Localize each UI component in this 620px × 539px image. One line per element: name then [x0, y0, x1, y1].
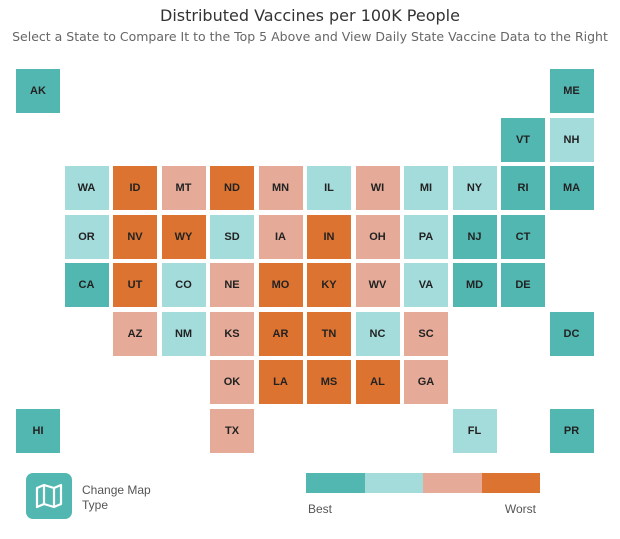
legend-color-bar — [306, 473, 540, 493]
state-tile-wy[interactable]: WY — [161, 214, 206, 259]
state-tile-md[interactable]: MD — [452, 263, 497, 307]
state-tile-ga[interactable]: GA — [404, 360, 448, 404]
state-tile-ri[interactable]: RI — [501, 166, 545, 210]
state-tile-pa[interactable]: PA — [404, 214, 448, 259]
color-legend: Best Worst — [306, 473, 542, 519]
state-tile-ct[interactable]: CT — [501, 214, 545, 259]
state-tile-pr[interactable]: PR — [549, 408, 594, 453]
state-tile-ia[interactable]: IA — [258, 214, 303, 259]
state-tile-ar[interactable]: AR — [258, 311, 303, 356]
state-tile-nj[interactable]: NJ — [452, 214, 497, 259]
state-tile-wi[interactable]: WI — [355, 166, 400, 210]
map-subtitle: Select a State to Compare It to the Top … — [12, 29, 608, 44]
state-tile-id[interactable]: ID — [113, 166, 157, 210]
state-tile-mi[interactable]: MI — [404, 166, 448, 210]
map-title: Distributed Vaccines per 100K People — [160, 6, 460, 25]
state-tile-tx[interactable]: TX — [210, 408, 254, 453]
state-tile-mo[interactable]: MO — [258, 263, 303, 307]
legend-swatch-bad[interactable] — [423, 473, 482, 493]
map-icon[interactable] — [26, 473, 72, 519]
state-tile-nc[interactable]: NC — [355, 311, 400, 356]
state-tile-ne[interactable]: NE — [210, 263, 254, 307]
state-tile-ms[interactable]: MS — [307, 360, 351, 404]
state-tile-ma[interactable]: MA — [549, 166, 594, 210]
state-tile-dc[interactable]: DC — [549, 311, 594, 356]
legend-best-label: Best — [308, 502, 333, 516]
change-map-type-label[interactable]: Change Map Type — [82, 483, 151, 512]
state-tile-mn[interactable]: MN — [258, 166, 303, 210]
state-tile-ut[interactable]: UT — [113, 263, 157, 307]
state-tile-mt[interactable]: MT — [161, 166, 206, 210]
state-tile-il[interactable]: IL — [307, 166, 351, 210]
legend-swatch-worst[interactable] — [481, 473, 540, 493]
state-tile-tn[interactable]: TN — [307, 311, 351, 356]
legend-worst-label: Worst — [504, 502, 536, 516]
state-tile-nv[interactable]: NV — [113, 214, 157, 259]
tile-map: AK ME VT NH WA ID MT ND MN IL WI MI NY RI MA OR NV WY SD IA… — [16, 69, 594, 453]
state-tile-nd[interactable]: ND — [210, 166, 254, 210]
state-tile-wv[interactable]: WV — [355, 263, 400, 307]
state-tile-sc[interactable]: SC — [404, 311, 448, 356]
state-tile-hi[interactable]: HI — [16, 408, 60, 453]
state-tile-nh[interactable]: NH — [549, 117, 594, 162]
state-tile-az[interactable]: AZ — [113, 311, 157, 356]
state-tile-nm[interactable]: NM — [161, 311, 206, 356]
state-tile-sd[interactable]: SD — [210, 214, 254, 259]
state-tile-ks[interactable]: KS — [210, 311, 254, 356]
change-map-type-button[interactable]: Change Map Type — [26, 473, 166, 521]
state-tile-ok[interactable]: OK — [210, 360, 254, 404]
state-tile-me[interactable]: ME — [549, 69, 594, 113]
state-tile-de[interactable]: DE — [501, 263, 545, 307]
state-tile-ak[interactable]: AK — [16, 69, 60, 113]
legend-swatch-good[interactable] — [364, 473, 423, 493]
state-tile-co[interactable]: CO — [161, 263, 206, 307]
state-tile-in[interactable]: IN — [307, 214, 351, 259]
state-tile-oh[interactable]: OH — [355, 214, 400, 259]
state-tile-wa[interactable]: WA — [64, 166, 109, 210]
legend-swatch-best[interactable] — [306, 473, 365, 493]
state-tile-or[interactable]: OR — [64, 214, 109, 259]
state-tile-ky[interactable]: KY — [307, 263, 351, 307]
state-tile-ny[interactable]: NY — [452, 166, 497, 210]
state-tile-al[interactable]: AL — [355, 360, 400, 404]
state-tile-fl[interactable]: FL — [452, 408, 497, 453]
state-tile-ca[interactable]: CA — [64, 263, 109, 307]
state-tile-la[interactable]: LA — [258, 360, 303, 404]
state-tile-vt[interactable]: VT — [501, 117, 545, 162]
state-tile-va[interactable]: VA — [404, 263, 448, 307]
